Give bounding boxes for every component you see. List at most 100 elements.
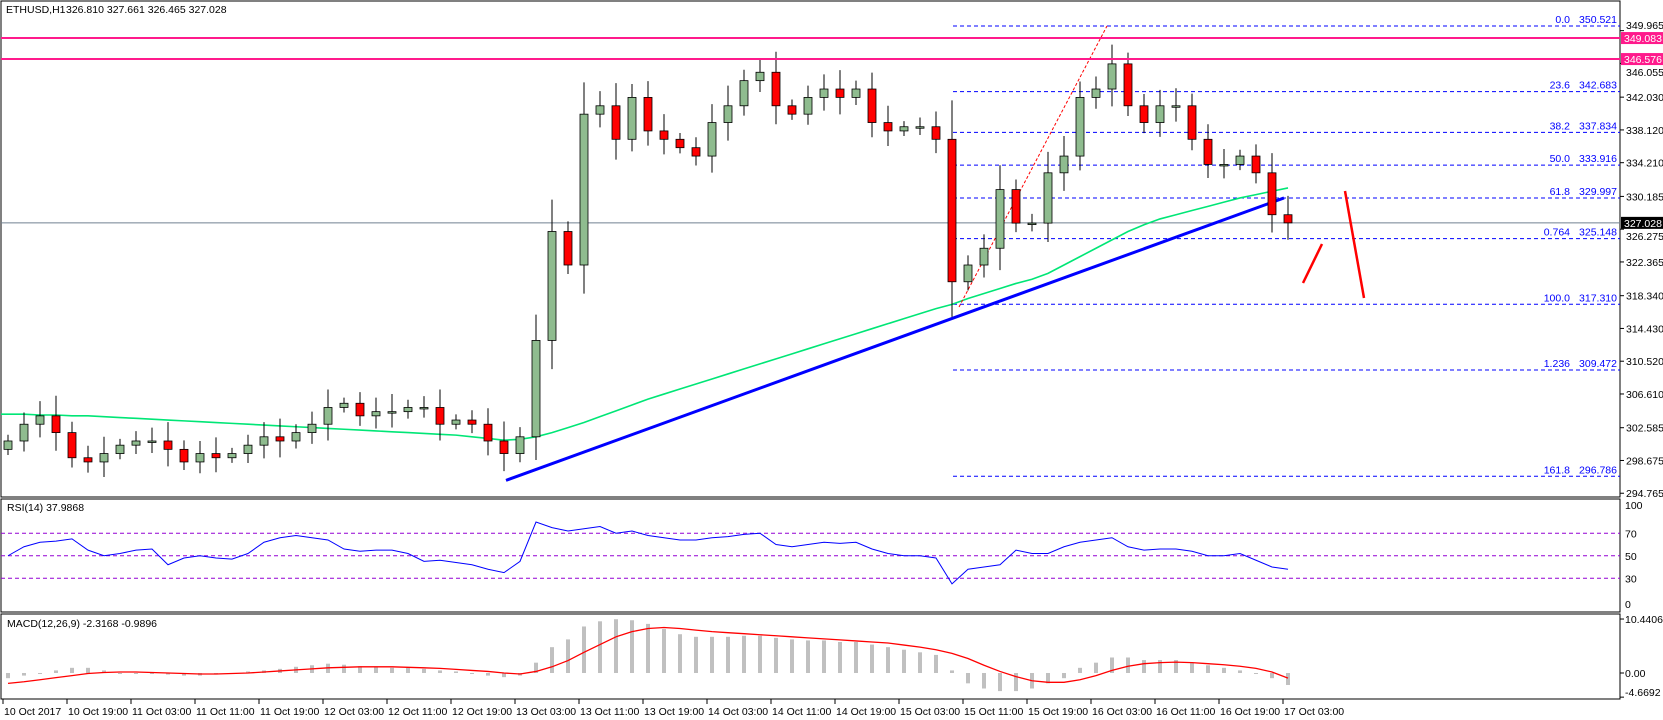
rsi-panel-frame <box>0 498 1621 613</box>
candle <box>947 100 957 317</box>
macd-histogram-bar <box>870 644 874 673</box>
bull-candle-body <box>307 423 317 434</box>
candle <box>51 395 61 451</box>
price-axis-label: 346.055 <box>1626 67 1663 79</box>
time-axis-label: 14 Oct 11:00 <box>772 706 832 718</box>
candle <box>1251 144 1261 184</box>
candle <box>259 422 269 459</box>
current-price-tag <box>1621 216 1663 229</box>
candle <box>1027 213 1037 232</box>
time-axis-label: 15 Oct 19:00 <box>1028 706 1088 718</box>
macd-axis-label: 10.4406 <box>1625 614 1663 626</box>
bear-candle-body <box>947 138 957 283</box>
price-axis-label: 338.120 <box>1626 125 1663 137</box>
candle <box>211 437 221 473</box>
bear-candle-body <box>883 122 893 132</box>
candle <box>275 418 285 458</box>
candle <box>835 70 845 115</box>
candle <box>451 414 461 430</box>
macd-histogram-bar <box>774 637 778 673</box>
candle <box>547 199 557 370</box>
macd-histogram-bar <box>550 647 554 673</box>
bull-candle-body <box>1107 63 1117 90</box>
bear-candle-body <box>1283 214 1293 224</box>
macd-histogram-bar <box>1254 673 1258 674</box>
bull-candle-body <box>419 407 429 410</box>
fib-level-price: 342.683 <box>1579 80 1617 92</box>
fib-level-price: 333.916 <box>1579 153 1617 165</box>
macd-histogram-bar <box>966 673 970 684</box>
bull-candle-body <box>1091 88 1101 98</box>
bull-candle-body <box>531 340 541 438</box>
bull-candle-body <box>547 231 557 341</box>
rsi-axis-label: 50 <box>1625 551 1637 563</box>
macd-histogram-bar <box>246 671 250 673</box>
fib-level-ratio: 38.2 <box>1550 120 1571 132</box>
rsi-axis-label: 100 <box>1625 500 1643 512</box>
resistance-price-tag <box>1621 32 1663 45</box>
candle <box>195 440 205 474</box>
bear-candle-body <box>355 402 365 417</box>
macd-panel[interactable]: 10.4406 0.00 -4.6692 <box>0 613 1663 700</box>
candle <box>867 72 877 138</box>
macd-histogram-bar <box>502 673 506 678</box>
candle <box>323 389 333 441</box>
macd-label: MACD(12,26,9) -2.3168 -0.9896 <box>7 618 157 630</box>
macd-histogram-bar <box>86 667 90 673</box>
macd-histogram-bar <box>1174 660 1178 673</box>
resistance-price-label: 349.083 <box>1624 33 1662 45</box>
price-panel[interactable]: 349.965 346.055 342.030 338.120 334.210 330.1… <box>0 0 1663 500</box>
bull-candle-body <box>147 440 157 443</box>
bear-candle-body <box>483 423 493 442</box>
bear-candle-body <box>163 440 173 450</box>
candle <box>739 69 749 116</box>
candle <box>595 91 605 128</box>
macd-histogram-bar <box>918 652 922 673</box>
bull-candle-body <box>899 126 909 132</box>
time-axis-label: 13 Oct 11:00 <box>580 706 640 718</box>
candle <box>243 434 253 463</box>
fib-level-price: 350.521 <box>1579 14 1617 26</box>
candle <box>803 85 813 125</box>
time-axis-label: 10 Oct 2017 <box>4 706 61 718</box>
time-axis-label: 15 Oct 11:00 <box>964 706 1024 718</box>
time-axis-label: 16 Oct 03:00 <box>1092 706 1152 718</box>
rsi-panel[interactable]: 100 70 50 30 0 <box>0 498 1643 613</box>
candle <box>723 85 733 141</box>
fib-level-ratio: 1.236 <box>1544 358 1570 370</box>
price-axis-label: 326.275 <box>1626 231 1663 243</box>
macd-histogram-bar <box>470 673 474 674</box>
time-axis-label: 12 Oct 11:00 <box>388 706 448 718</box>
bull-candle-body <box>723 105 733 123</box>
candle <box>1219 148 1229 179</box>
bull-candle-body <box>579 113 589 266</box>
macd-histogram-bar <box>838 641 842 673</box>
ohlc-readout: 326.810 327.661 326.465 327.028 <box>66 4 227 16</box>
price-axis-label: 330.185 <box>1626 191 1663 203</box>
candle <box>1171 88 1181 122</box>
candle <box>531 314 541 460</box>
candle <box>771 51 781 125</box>
bull-candle-body <box>3 440 13 450</box>
bull-candle-body <box>1235 155 1245 165</box>
time-axis-label: 13 Oct 03:00 <box>516 706 576 718</box>
bear-candle-body <box>1251 155 1261 174</box>
candle <box>83 445 93 473</box>
bull-candle-body <box>819 88 829 98</box>
bear-candle-body <box>211 453 221 459</box>
bull-candle-body <box>451 419 461 425</box>
time-axis-label: 12 Oct 19:00 <box>452 706 512 718</box>
price-axis-label: 322.365 <box>1626 257 1663 269</box>
candle <box>19 412 29 452</box>
rsi-axis-label: 70 <box>1625 528 1637 540</box>
macd-histogram-bar <box>22 673 26 676</box>
candle <box>179 440 189 471</box>
macd-histogram-bar <box>342 664 346 673</box>
macd-histogram-bar <box>438 670 442 673</box>
macd-histogram-bar <box>374 666 378 673</box>
price-axis-label: 302.585 <box>1626 423 1663 435</box>
bull-candle-body <box>291 432 301 442</box>
time-axis-label: 14 Oct 19:00 <box>836 706 896 718</box>
macd-histogram-bar <box>486 673 490 676</box>
